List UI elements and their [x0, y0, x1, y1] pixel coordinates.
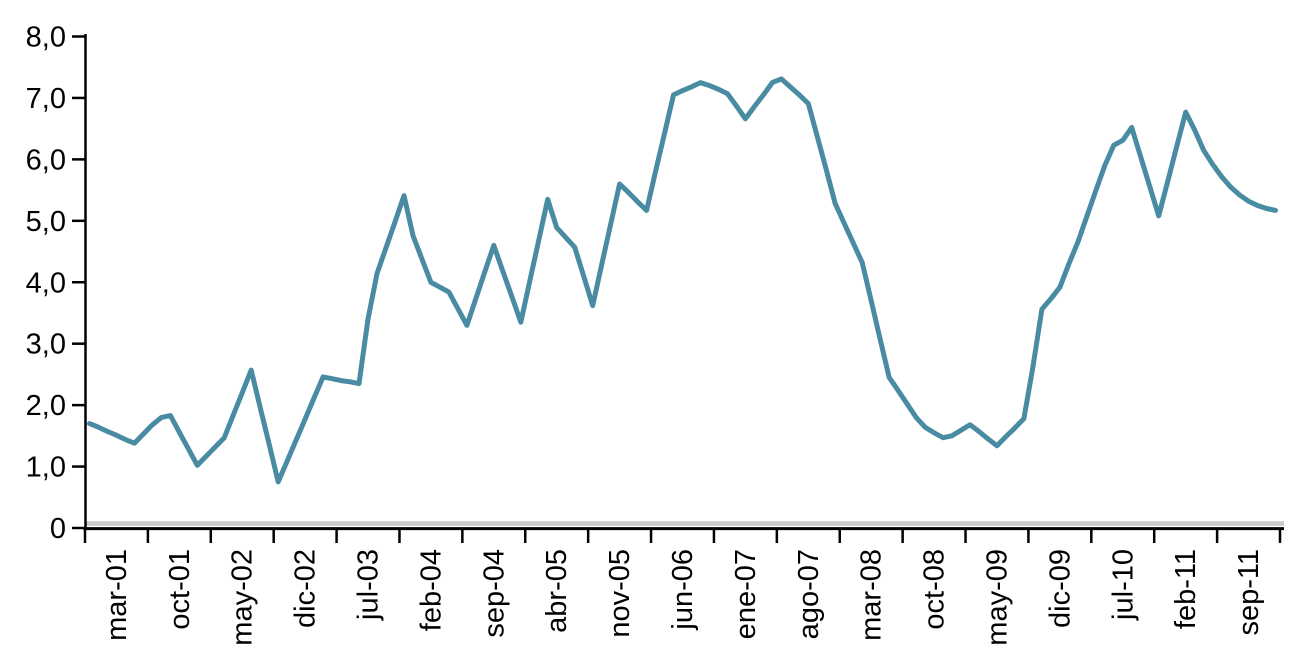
- x-axis-tick-label: ago-07: [793, 549, 825, 639]
- y-axis-tick-label: 1,0: [26, 452, 66, 484]
- x-axis-tick-label: oct-08: [919, 549, 951, 630]
- y-axis-tick-label: 2,0: [26, 390, 66, 422]
- x-axis-tick-label: mar-08: [856, 549, 888, 641]
- y-axis-tick-label: 5,0: [26, 206, 66, 238]
- x-axis-tick-label: may-09: [981, 549, 1013, 646]
- y-axis-tick-label: 0: [50, 513, 66, 545]
- x-axis-tick-label: jun-06: [667, 549, 699, 631]
- x-axis-tick-label: oct-01: [164, 549, 196, 630]
- x-axis-tick-label: feb-11: [1170, 549, 1202, 629]
- x-axis-tick-label: mar-01: [101, 549, 133, 641]
- x-axis-tick-label: feb-04: [415, 549, 447, 631]
- y-axis-tick-label: 7,0: [26, 83, 66, 115]
- y-axis-tick-label: 8,0: [26, 22, 66, 54]
- x-axis-tick-label: dic-02: [290, 549, 322, 628]
- y-axis-tick-label: 3,0: [26, 329, 66, 361]
- x-axis-tick-label: may-02: [227, 549, 259, 646]
- series-line: [87, 76, 1278, 485]
- x-axis-tick-label: jul-03: [353, 549, 385, 621]
- x-axis-tick-label: sep-04: [478, 549, 510, 638]
- x-axis-tick-label: sep-11: [1233, 549, 1265, 636]
- y-axis-tick-label: 6,0: [26, 144, 66, 176]
- x-axis-tick-label: ene-07: [730, 549, 762, 639]
- y-axis-tick-label: 4,0: [26, 267, 66, 299]
- x-axis-tick-label: dic-09: [1044, 549, 1076, 628]
- x-axis-tick-label: abr-05: [541, 549, 573, 633]
- x-axis-tick-label: nov-05: [604, 549, 636, 638]
- x-axis-tick-label: jul-10: [1107, 549, 1139, 621]
